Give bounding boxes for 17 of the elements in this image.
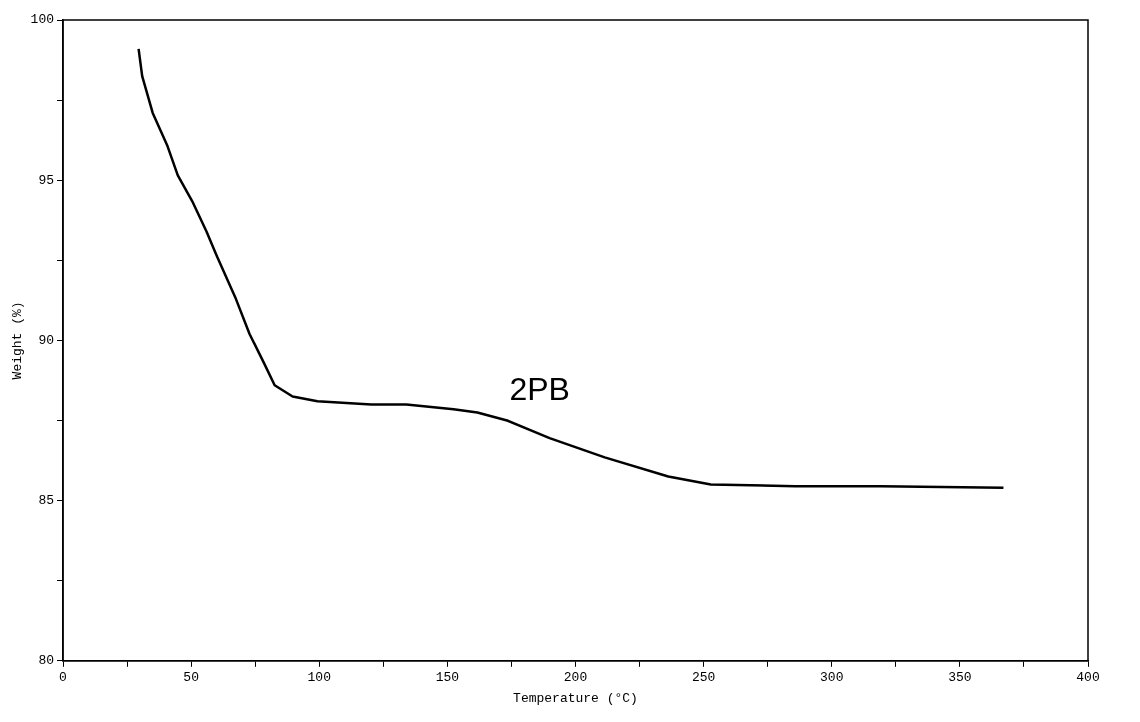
- y-tick-label: 95: [38, 172, 54, 188]
- x-tick-label: 350: [948, 670, 972, 686]
- annotation: 2PB: [509, 371, 570, 408]
- y-axis-title: Weight (%): [10, 301, 26, 380]
- y-tick-label: 100: [30, 12, 54, 28]
- x-tick-label: 50: [183, 670, 199, 686]
- x-tick-label: 300: [820, 670, 844, 686]
- x-tick-label: 200: [563, 670, 588, 686]
- x-axis-title: Temperature (°C): [513, 690, 638, 706]
- x-tick-label: 250: [691, 670, 716, 686]
- x-tick-label: 0: [59, 670, 67, 686]
- y-tick-label: 85: [38, 493, 54, 509]
- y-tick-label: 90: [38, 332, 54, 348]
- y-tick-label: 80: [38, 653, 54, 669]
- x-tick-label: 100: [307, 670, 331, 686]
- x-tick-label: 400: [1076, 670, 1100, 686]
- x-tick-label: 150: [435, 670, 460, 686]
